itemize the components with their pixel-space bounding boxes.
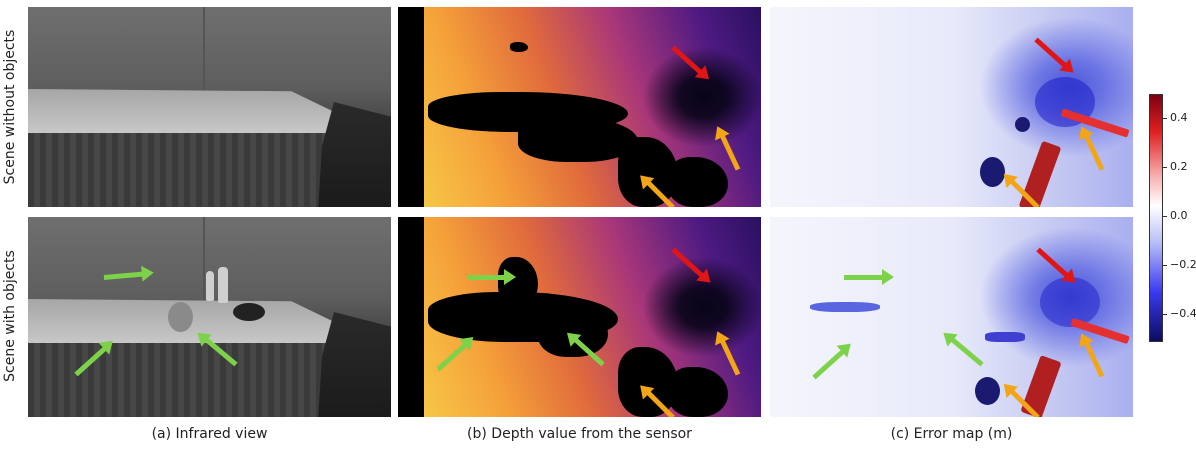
- red-arrow: [1036, 247, 1070, 279]
- orange-arrow: [719, 339, 741, 376]
- red-arrow: [671, 45, 703, 75]
- red-arrow: [1034, 37, 1068, 69]
- orange-arrow: [1083, 341, 1105, 378]
- red-arrow: [671, 247, 705, 279]
- row-label-without-objects: Scene without objects: [2, 29, 18, 185]
- green-arrow: [103, 271, 145, 280]
- error-map-with-objects: [770, 217, 1133, 417]
- caption-infrared: (a) Infrared view: [151, 426, 268, 442]
- colorbar-tick-label: −0.4: [1170, 307, 1196, 320]
- error-colorbar: [1149, 94, 1163, 342]
- infrared-image-with-objects: [28, 217, 391, 417]
- infrared-image-without-objects: [28, 7, 391, 207]
- green-arrow: [468, 269, 516, 285]
- colorbar-tick-label: 0.0: [1170, 209, 1188, 222]
- caption-error: (c) Error map (m): [890, 426, 1013, 442]
- green-arrow: [949, 336, 984, 367]
- colorbar-tick-label: 0.2: [1170, 160, 1188, 173]
- green-arrow: [812, 348, 846, 380]
- row-label-with-objects: Scene with objects: [2, 250, 18, 382]
- colorbar-tick-label: 0.4: [1170, 111, 1188, 124]
- green-arrow: [844, 269, 894, 285]
- green-arrow: [436, 342, 468, 372]
- colorbar-tick-label: −0.2: [1170, 258, 1196, 271]
- error-map-without-objects: [770, 7, 1133, 207]
- orange-arrow: [719, 134, 741, 171]
- caption-depth: (b) Depth value from the sensor: [467, 426, 692, 442]
- orange-arrow: [1083, 134, 1105, 171]
- depth-image-without-objects: [398, 7, 761, 207]
- depth-image-with-objects: [398, 217, 761, 417]
